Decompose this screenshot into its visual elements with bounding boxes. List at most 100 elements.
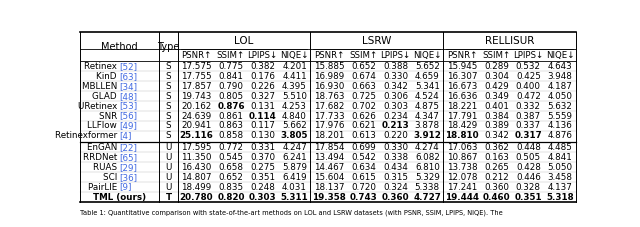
Text: 6.419: 6.419 [282,173,307,182]
Text: 0.342: 0.342 [383,82,408,91]
Text: 17.854: 17.854 [314,143,344,152]
Text: 0.330: 0.330 [383,72,408,81]
Text: 14.807: 14.807 [181,173,212,182]
Text: 0.674: 0.674 [351,72,376,81]
Text: 0.472: 0.472 [516,92,541,101]
Text: RUAS: RUAS [93,163,120,172]
Text: [63]: [63] [120,72,138,81]
Text: 4.841: 4.841 [548,153,573,162]
Text: [65]: [65] [120,153,138,162]
Text: 5.338: 5.338 [415,183,440,192]
Text: 3.878: 3.878 [415,121,440,131]
Text: 15.945: 15.945 [447,62,477,71]
Text: 20.941: 20.941 [181,121,211,131]
Text: 4.050: 4.050 [548,92,573,101]
Text: 0.370: 0.370 [250,153,275,162]
Text: 4.643: 4.643 [548,62,573,71]
Text: 0.382: 0.382 [250,62,275,71]
Text: SNR: SNR [99,111,120,121]
Text: URetinex: URetinex [77,102,120,111]
Text: 18.499: 18.499 [181,183,211,192]
Text: 20.162: 20.162 [181,102,211,111]
Text: T: T [166,192,172,202]
Text: 0.699: 0.699 [351,143,376,152]
Text: 0.304: 0.304 [484,72,509,81]
Text: 17.755: 17.755 [181,72,212,81]
Text: 0.384: 0.384 [484,111,509,121]
Text: 0.425: 0.425 [516,72,541,81]
Text: 10.867: 10.867 [447,153,477,162]
Text: 0.448: 0.448 [516,143,541,152]
Text: 4.840: 4.840 [282,111,307,121]
Text: 0.658: 0.658 [218,163,243,172]
Text: RELLISUR: RELLISUR [485,36,534,46]
Text: SSIM↑: SSIM↑ [483,51,511,60]
Text: NIQE↓: NIQE↓ [280,51,308,60]
Text: S: S [166,92,172,101]
Text: 5.879: 5.879 [282,163,307,172]
Text: MBLLEN: MBLLEN [82,82,120,91]
Text: [22]: [22] [120,143,138,152]
Text: 0.858: 0.858 [218,131,243,141]
Text: 0.835: 0.835 [218,183,243,192]
Text: [34]: [34] [120,82,138,91]
Text: NIQE↓: NIQE↓ [546,51,574,60]
Text: 0.265: 0.265 [484,163,509,172]
Text: 0.663: 0.663 [351,82,376,91]
Text: S: S [166,62,172,71]
Text: 0.388: 0.388 [383,62,408,71]
Text: 17.575: 17.575 [181,62,212,71]
Text: 4.659: 4.659 [415,72,440,81]
Text: 0.303: 0.303 [249,192,276,202]
Text: 13.494: 13.494 [314,153,344,162]
Text: 6.241: 6.241 [282,153,307,162]
Text: 4.411: 4.411 [282,72,307,81]
Text: Table 1: Quantitative comparison with state-of-the-art methods on LOL and LSRW d: Table 1: Quantitative comparison with st… [80,209,503,215]
Text: 3.805: 3.805 [281,131,308,141]
Text: 0.702: 0.702 [351,102,376,111]
Text: 0.360: 0.360 [484,183,509,192]
Text: 4.274: 4.274 [415,143,440,152]
Text: 3.912: 3.912 [413,131,441,141]
Text: Method: Method [101,42,138,52]
Text: 5.662: 5.662 [282,121,307,131]
Text: 0.337: 0.337 [516,121,541,131]
Text: 0.306: 0.306 [383,92,408,101]
Text: 0.545: 0.545 [218,153,243,162]
Text: 0.775: 0.775 [218,62,243,71]
Text: S: S [166,82,172,91]
Text: 18.429: 18.429 [447,121,477,131]
Text: 5.632: 5.632 [548,102,573,111]
Text: [48]: [48] [120,92,138,101]
Text: 0.861: 0.861 [218,111,243,121]
Text: 0.505: 0.505 [516,153,541,162]
Text: LSRW: LSRW [362,36,392,46]
Text: SSIM↑: SSIM↑ [217,51,245,60]
Text: 16.673: 16.673 [447,82,477,91]
Text: 4.485: 4.485 [548,143,573,152]
Text: 0.652: 0.652 [218,173,243,182]
Text: S: S [166,131,172,141]
Text: [52]: [52] [120,62,138,71]
Text: NIQE↓: NIQE↓ [413,51,442,60]
Text: LPIPS↓: LPIPS↓ [248,51,278,60]
Text: 0.324: 0.324 [383,183,408,192]
Text: 0.176: 0.176 [250,72,275,81]
Text: 0.349: 0.349 [484,92,509,101]
Text: 0.613: 0.613 [351,131,376,141]
Text: 12.078: 12.078 [447,173,477,182]
Text: 5.559: 5.559 [548,111,573,121]
Text: [9]: [9] [120,183,132,192]
Text: 0.400: 0.400 [516,82,541,91]
Text: U: U [165,153,172,162]
Text: 16.636: 16.636 [447,92,477,101]
Text: 5.329: 5.329 [415,173,440,182]
Text: 4.524: 4.524 [415,92,440,101]
Text: 0.460: 0.460 [483,192,510,202]
Text: 0.446: 0.446 [516,173,541,182]
Text: EnGAN: EnGAN [87,143,120,152]
Text: 3.948: 3.948 [548,72,573,81]
Text: 4.875: 4.875 [415,102,440,111]
Text: [49]: [49] [120,121,138,131]
Text: 0.331: 0.331 [250,143,275,152]
